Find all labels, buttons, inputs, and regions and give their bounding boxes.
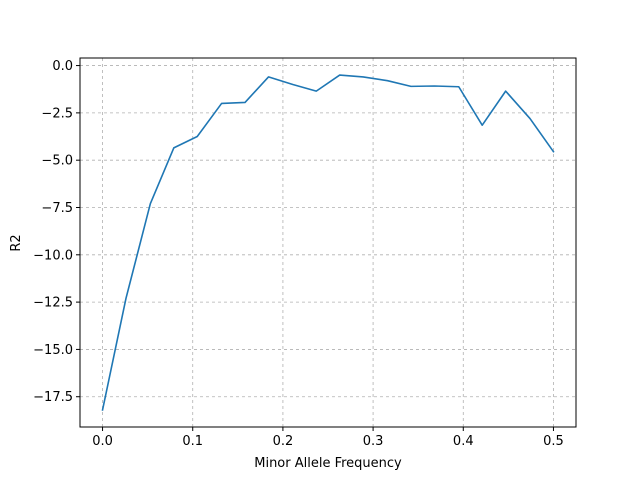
plot-area-frame [79, 57, 577, 428]
y-tick-label: −15.0 [33, 343, 73, 358]
y-tick-label: −5.0 [41, 154, 73, 169]
x-tick-label: 0.5 [543, 434, 564, 449]
y-axis-label: R2 [9, 234, 24, 251]
y-tick-label: −17.5 [33, 390, 73, 405]
y-tick-label: −2.5 [41, 106, 73, 121]
x-tick-label: 0.0 [92, 434, 113, 449]
y-tick-label: −7.5 [41, 201, 73, 216]
y-tick-label: 0.0 [52, 59, 73, 74]
x-tick-label: 0.1 [182, 434, 203, 449]
y-tick-label: −12.5 [33, 296, 73, 311]
series-line [101, 74, 555, 411]
x-tick-label: 0.4 [453, 434, 474, 449]
x-tick-label: 0.3 [363, 434, 384, 449]
x-tick-label: 0.2 [273, 434, 294, 449]
x-axis-label: Minor Allele Frequency [254, 456, 402, 471]
series-layer [101, 74, 555, 411]
grid [80, 58, 576, 427]
y-tick-label: −10.0 [33, 248, 73, 263]
axis-ticks: 0.0 0.1 0.2 0.3 0.4 0.5 0.0 −2.5 −5.0 −7.5 −10.0 −1… [33, 59, 564, 449]
